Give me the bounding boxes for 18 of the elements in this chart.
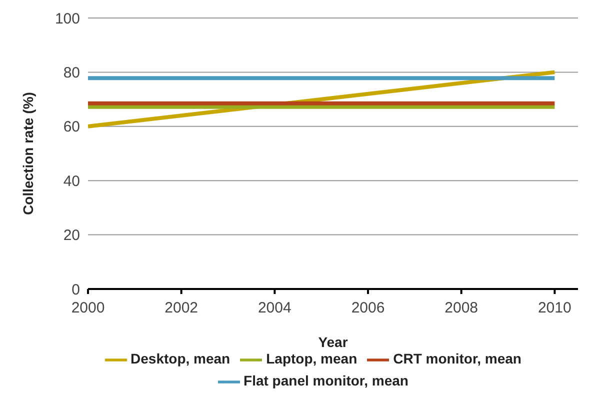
legend-label: Laptop, mean — [266, 350, 358, 367]
x-tick-label: 2004 — [258, 300, 292, 317]
y-tick-label: 40 — [63, 172, 80, 190]
y-tick-label: 0 — [72, 281, 80, 298]
x-tick-label: 2006 — [351, 300, 385, 317]
legend-label: Desktop, mean — [130, 350, 230, 367]
x-tick-label: 2010 — [538, 300, 572, 317]
y-axis-title: Collection rate (%) — [20, 92, 36, 215]
x-axis-title: Year — [318, 334, 348, 350]
legend-label: CRT monitor, mean — [393, 350, 522, 367]
y-tick-label: 100 — [54, 10, 80, 28]
legend-label: Flat panel monitor, mean — [244, 372, 408, 389]
x-tick-label: 2002 — [164, 300, 198, 317]
y-tick-label: 80 — [63, 64, 80, 82]
y-tick-label: 60 — [63, 118, 80, 136]
x-tick-label: 2000 — [71, 300, 105, 317]
y-tick-label: 20 — [63, 227, 80, 244]
x-tick-label: 2008 — [444, 300, 478, 317]
